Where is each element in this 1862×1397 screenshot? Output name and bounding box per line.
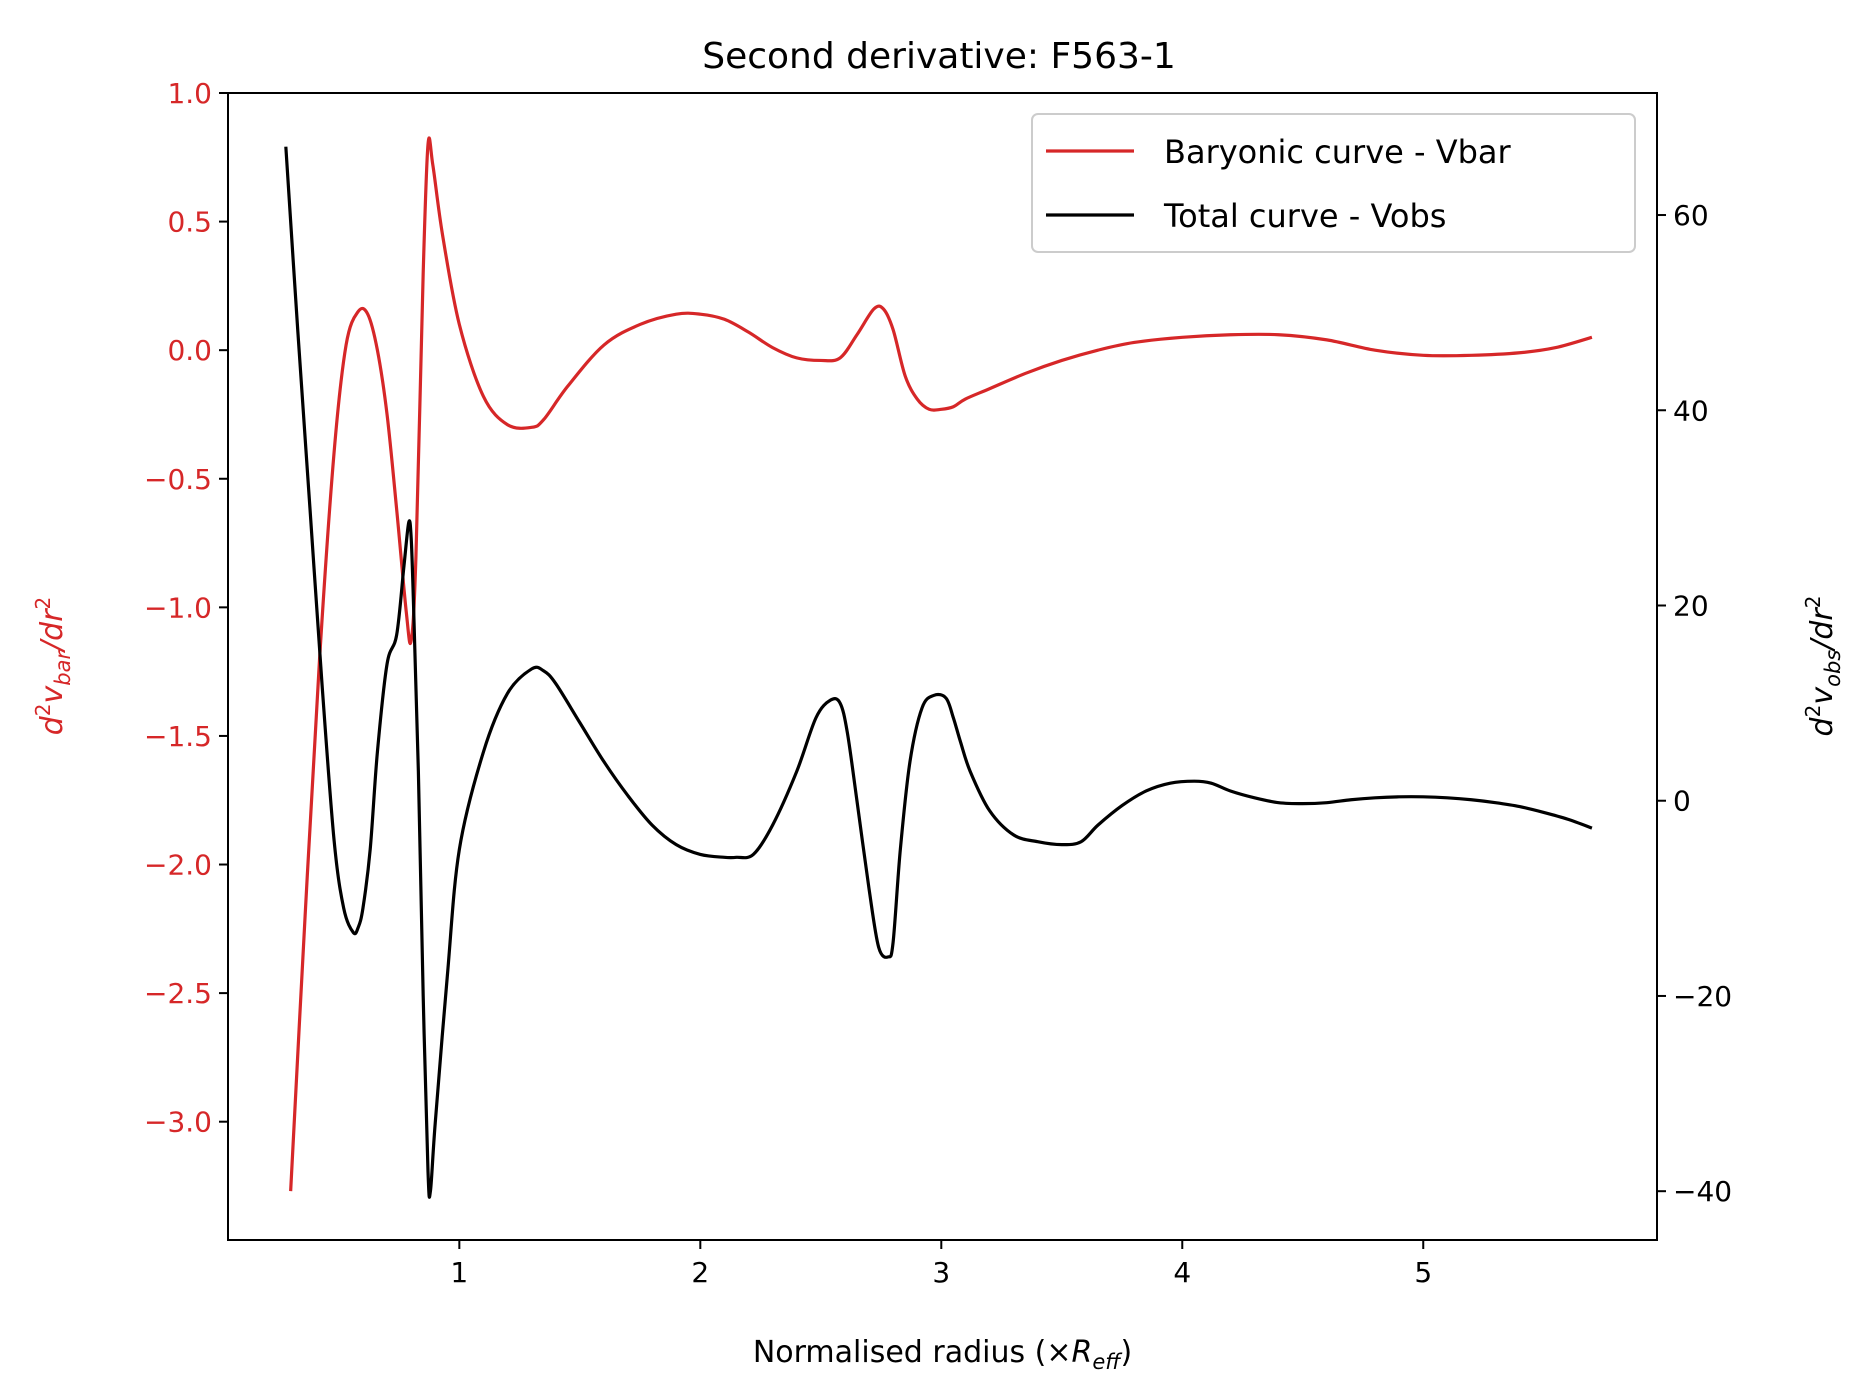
x-tick-label: 4: [1173, 1256, 1191, 1289]
y-right-tick-label: 0: [1673, 785, 1691, 818]
y-left-tick-label: −1.0: [144, 591, 212, 624]
y-right-tick-label: −40: [1673, 1175, 1732, 1208]
x-tick-label: 5: [1414, 1256, 1432, 1289]
plot-area: [284, 136, 1593, 1199]
y-right-tick-label: 60: [1673, 199, 1709, 232]
y-left-tick-label: −3.0: [144, 1106, 212, 1139]
y-left-tick-label: −2.5: [144, 977, 212, 1010]
y-right-tick-label: 20: [1673, 589, 1709, 622]
y-left-tick-label: −1.5: [144, 720, 212, 753]
x-tick-label: 1: [450, 1256, 468, 1289]
legend: Baryonic curve - Vbar Total curve - Vobs: [1031, 113, 1636, 253]
axes: 1 2 3 4 5 1.0 0.5 0.0 −0.5 −1.0 −1.5 −2.0 −2.5 −3.0 60…: [31, 77, 1845, 1374]
y-left-tick-label: 1.0: [167, 77, 212, 110]
y-right-tick-label: 40: [1673, 394, 1709, 427]
legend-label-vbar: Baryonic curve - Vbar: [1164, 133, 1512, 171]
y-left-tick-label: −2.0: [144, 849, 212, 882]
series-line-vbar: [289, 136, 1593, 1192]
x-axis-label: Normalised radius (×Reff): [753, 1335, 1132, 1374]
y-left-axis-label: d2vbar/dr2: [31, 597, 75, 736]
y-right-axis-label: d2vobs/dr2: [1801, 596, 1845, 737]
x-tick-label: 2: [691, 1256, 709, 1289]
y-left-tick-label: 0.0: [167, 334, 212, 367]
y-left-axis-label-text: d2vbar/dr2: [31, 597, 75, 736]
y-left-tick-label: −0.5: [144, 463, 212, 496]
plot-frame: [227, 92, 1658, 1241]
x-tick-label: 3: [932, 1256, 950, 1289]
y-right-axis-label-text: d2vobs/dr2: [1801, 596, 1845, 737]
chart-title: Second derivative: F563-1: [702, 36, 1176, 77]
legend-label-vobs: Total curve - Vobs: [1163, 197, 1446, 235]
y-left-tick-label: 0.5: [167, 206, 212, 239]
y-right-tick-label: −20: [1673, 980, 1732, 1013]
legend-box: [1031, 113, 1636, 253]
series-line-vobs: [284, 146, 1593, 1199]
